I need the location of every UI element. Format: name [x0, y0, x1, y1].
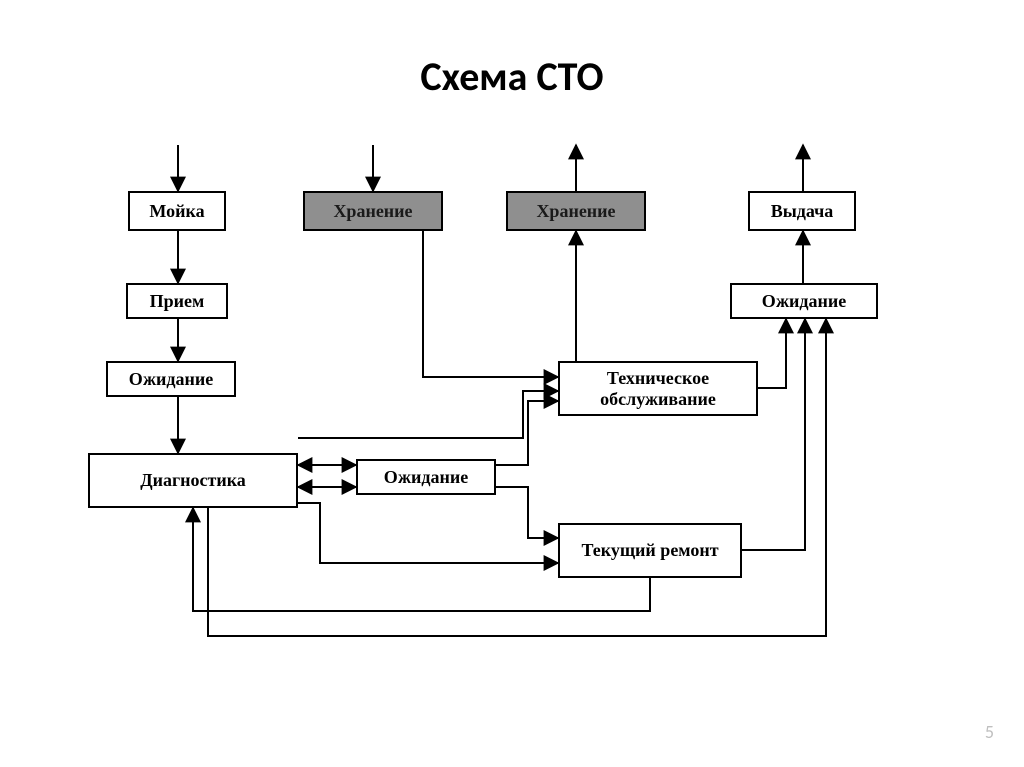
- node-ozhid_r: Ожидание: [730, 283, 878, 319]
- node-vydacha: Выдача: [748, 191, 856, 231]
- edge-remont-ozhidR: [742, 319, 805, 550]
- edge-khran1-tech: [423, 231, 558, 377]
- page-title: Схема СТО: [0, 52, 1024, 101]
- edge-diag-tech: [298, 391, 558, 438]
- edge-tech-ozhidR: [758, 319, 786, 388]
- node-tech: Техническое обслуживание: [558, 361, 758, 416]
- edge-ozhid2-tech: [496, 401, 558, 465]
- edge-ozhid2-remont: [496, 487, 558, 538]
- node-diag: Диагностика: [88, 453, 298, 508]
- node-khran1: Хранение: [303, 191, 443, 231]
- node-remont: Текущий ремонт: [558, 523, 742, 578]
- flowchart-canvas: Мойка Хранение Хранение Выдача Прием Ожидание…: [68, 143, 958, 673]
- node-ozhid2: Ожидание: [356, 459, 496, 495]
- node-moika: Мойка: [128, 191, 226, 231]
- edge-diag-remont: [298, 503, 558, 563]
- page-number: 5: [985, 721, 994, 743]
- node-khran2: Хранение: [506, 191, 646, 231]
- node-ozhid1: Ожидание: [106, 361, 236, 397]
- node-priem: Прием: [126, 283, 228, 319]
